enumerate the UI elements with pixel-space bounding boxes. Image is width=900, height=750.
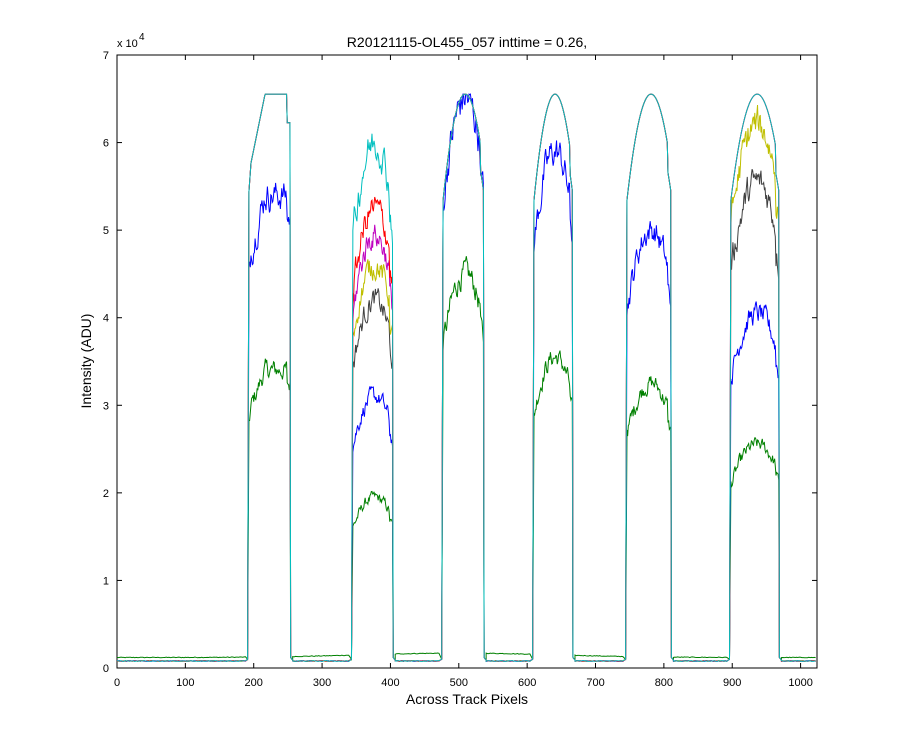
y-tick-label: 2 bbox=[103, 488, 109, 500]
x-tick-label: 1000 bbox=[788, 677, 812, 689]
series-line-green bbox=[116, 256, 816, 662]
y-scale-exponent: 4 bbox=[139, 32, 145, 43]
x-tick-label: 400 bbox=[381, 677, 399, 689]
x-tick-label: 300 bbox=[313, 677, 331, 689]
y-tick-label: 1 bbox=[103, 575, 109, 587]
x-tick-label: 900 bbox=[723, 677, 741, 689]
chart-title: R20121115-OL455_057 inttime = 0.26, bbox=[347, 34, 587, 50]
series-line-cyan bbox=[116, 93, 816, 663]
y-tick-label: 3 bbox=[103, 400, 109, 412]
y-ticks: 0 1 2 3 4 5 6 7 bbox=[103, 50, 817, 675]
y-tick-label: 7 bbox=[103, 50, 109, 62]
plot-area bbox=[116, 54, 818, 669]
y-scale-label: x 10 bbox=[117, 38, 138, 50]
y-tick-label: 5 bbox=[103, 225, 109, 237]
y-tick-label: 0 bbox=[103, 663, 109, 675]
x-tick-label: 800 bbox=[655, 677, 673, 689]
x-tick-label: 500 bbox=[450, 677, 468, 689]
x-tick-label: 600 bbox=[518, 677, 536, 689]
y-tick-label: 6 bbox=[103, 138, 109, 150]
x-axis-title: Across Track Pixels bbox=[406, 691, 528, 707]
y-tick-label: 4 bbox=[103, 313, 109, 325]
series-layer bbox=[116, 93, 816, 663]
x-tick-label: 0 bbox=[114, 677, 120, 689]
x-tick-label: 700 bbox=[586, 677, 604, 689]
x-tick-label: 100 bbox=[176, 677, 194, 689]
x-ticks: 0 100 200 300 400 500 600 700 800 900 1000 bbox=[114, 55, 813, 689]
y-axis-title: Intensity (ADU) bbox=[78, 314, 94, 409]
x-tick-label: 200 bbox=[245, 677, 263, 689]
